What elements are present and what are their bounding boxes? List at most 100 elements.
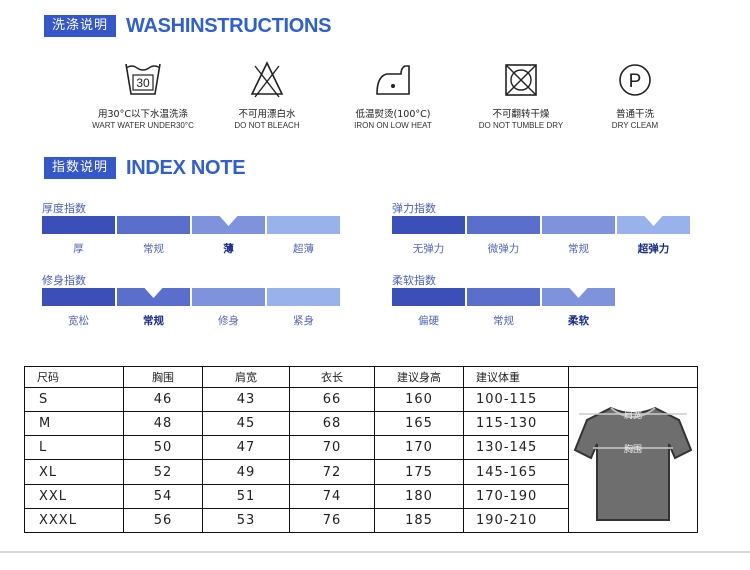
wash-item-cn: 低温熨烫(100°C) — [355, 109, 431, 120]
scale-label: 超薄 — [293, 243, 314, 255]
scale-labels: 宽松 常规 修身 紧身 — [42, 313, 342, 329]
scale-title: 厚度指数 — [42, 202, 86, 215]
table-cell: 46 — [123, 386, 203, 413]
wash-item-cn: 用30°C以下水温洗涤 — [98, 109, 188, 120]
table-cell: XL — [24, 459, 124, 485]
scale-label: 无弹力 — [412, 243, 445, 255]
table-cell: L — [24, 435, 124, 461]
scale-segment — [542, 216, 615, 234]
table-cell: XXXL — [24, 507, 124, 534]
table-cell: S — [24, 386, 124, 413]
table-cell: 48 — [123, 411, 203, 437]
table-cell: 47 — [202, 435, 290, 461]
table-header-cell: 建议体重 — [463, 366, 569, 388]
wash-item-en: DO NOT BLEACH — [234, 121, 300, 130]
scale-label: 常规 — [143, 315, 164, 327]
scale-bar — [392, 288, 692, 308]
table-cell: 160 — [374, 386, 464, 413]
index-section-title: INDEX NOTE — [126, 156, 246, 179]
thickness-scale: 厚度指数厚 常规 薄 超薄 — [42, 200, 342, 257]
table-row: XXXL 56 53 76 185 190-210 — [24, 507, 698, 534]
wash-item-iron: 低温熨烫(100°C) IRON ON LOW HEAT — [328, 60, 458, 130]
table-cell: 185 — [374, 507, 464, 534]
table-cell: 49 — [202, 459, 290, 485]
svg-text:30: 30 — [136, 76, 150, 90]
scale-labels: 厚 常规 薄 超薄 — [42, 241, 342, 257]
softness-scale: 柔软指数偏硬 常规 柔软 — [392, 272, 692, 329]
scale-label: 常规 — [493, 315, 514, 327]
scale-bar — [42, 216, 342, 236]
table-header-cell — [568, 366, 698, 388]
table-cell: 165 — [374, 411, 464, 437]
table-cell: 45 — [202, 411, 290, 437]
table-cell: M — [24, 411, 124, 437]
elasticity-scale: 弹力指数 无弹力 微弹力 常规 超弹力 — [392, 200, 692, 257]
scale-label: 常规 — [568, 243, 589, 255]
selection-notch-icon — [219, 216, 238, 226]
scale-segment-selected — [117, 288, 190, 306]
scale-segment — [392, 216, 465, 234]
table-cell: 53 — [202, 507, 290, 534]
scale-segment — [267, 216, 340, 234]
no-tumble-dry-icon — [505, 64, 537, 96]
no-bleach-icon — [250, 61, 284, 98]
table-header-cell: 建议身高 — [374, 366, 464, 388]
wash-item-tumble: 不可翻转干燥 DO NOT TUMBLE DRY — [456, 60, 586, 130]
table-cell: 43 — [202, 386, 290, 413]
index-section-tag: 指数说明 — [44, 157, 117, 179]
table-cell: 115-130 — [463, 411, 569, 437]
scale-segment-selected — [542, 288, 615, 306]
wash-item-cn: 不可翻转干燥 — [492, 109, 550, 120]
table-header-cell: 胸围 — [123, 366, 203, 388]
table-cell: 145-165 — [463, 459, 569, 485]
table-header-cell: 肩宽 — [202, 366, 290, 388]
wash-item-30: 30 用30°C以下水温洗涤 WART WATER UNDER30°C — [78, 60, 208, 130]
table-row: M 48 45 68 165 115-130 — [24, 411, 698, 437]
table-cell: 56 — [123, 507, 203, 534]
scale-segment — [192, 288, 265, 306]
wash-item-cn: 普通干洗 — [615, 109, 654, 120]
scale-label: 柔软 — [568, 315, 589, 327]
scale-label: 偏硬 — [418, 315, 439, 327]
scale-title: 弹力指数 — [392, 202, 436, 215]
wash-item-dry-clean: P 普通干洗 DRY CLEAM — [570, 60, 700, 130]
wash-section-title: WASHINSTRUCTIONS — [126, 14, 332, 37]
table-cell: 100-115 — [463, 386, 569, 413]
tshirt-diagram-cell: 肩宽 胸围 — [568, 387, 698, 533]
scale-segment — [117, 216, 190, 234]
table-cell: 72 — [289, 459, 375, 485]
dry-clean-icon: P — [619, 64, 651, 96]
scale-segment — [467, 288, 540, 306]
fit-scale: 修身指数 宽松 常规 修身 紧身 — [42, 272, 342, 329]
table-row: XXL 54 51 74 180 170-190 — [24, 483, 698, 509]
table-header-cell: 衣长 — [289, 366, 375, 388]
table-cell: 190-210 — [463, 507, 569, 534]
table-cell: 76 — [289, 507, 375, 534]
scale-segment-selected — [617, 216, 690, 234]
scale-segment — [267, 288, 340, 306]
table-row: XL 52 49 72 175 145-165 — [24, 459, 698, 485]
selection-notch-icon — [644, 216, 663, 226]
table-cell: 175 — [374, 459, 464, 485]
scale-label: 宽松 — [68, 315, 89, 327]
scale-label: 微弹力 — [487, 243, 520, 255]
table-row: L 50 47 70 170 130-145 — [24, 435, 698, 461]
scale-labels: 无弹力 微弹力 常规 超弹力 — [392, 241, 692, 257]
scale-label: 厚 — [73, 243, 84, 255]
wash-30-icon: 30 — [125, 63, 161, 95]
table-cell: 170 — [374, 435, 464, 461]
table-cell: XXL — [24, 483, 124, 509]
svg-text:P: P — [629, 71, 642, 92]
table-cell: 70 — [289, 435, 375, 461]
table-cell: 170-190 — [463, 483, 569, 509]
table-cell: 66 — [289, 386, 375, 413]
scale-title: 柔软指数 — [392, 274, 436, 287]
table-cell: 52 — [123, 459, 203, 485]
wash-item-en: IRON ON LOW HEAT — [354, 121, 432, 130]
low-iron-icon — [376, 65, 410, 95]
scale-label: 修身 — [218, 315, 239, 327]
footer-divider — [0, 551, 750, 553]
wash-instructions: 30 用30°C以下水温洗涤 WART WATER UNDER30°C 不可用漂… — [60, 60, 700, 150]
table-cell: 54 — [123, 483, 203, 509]
